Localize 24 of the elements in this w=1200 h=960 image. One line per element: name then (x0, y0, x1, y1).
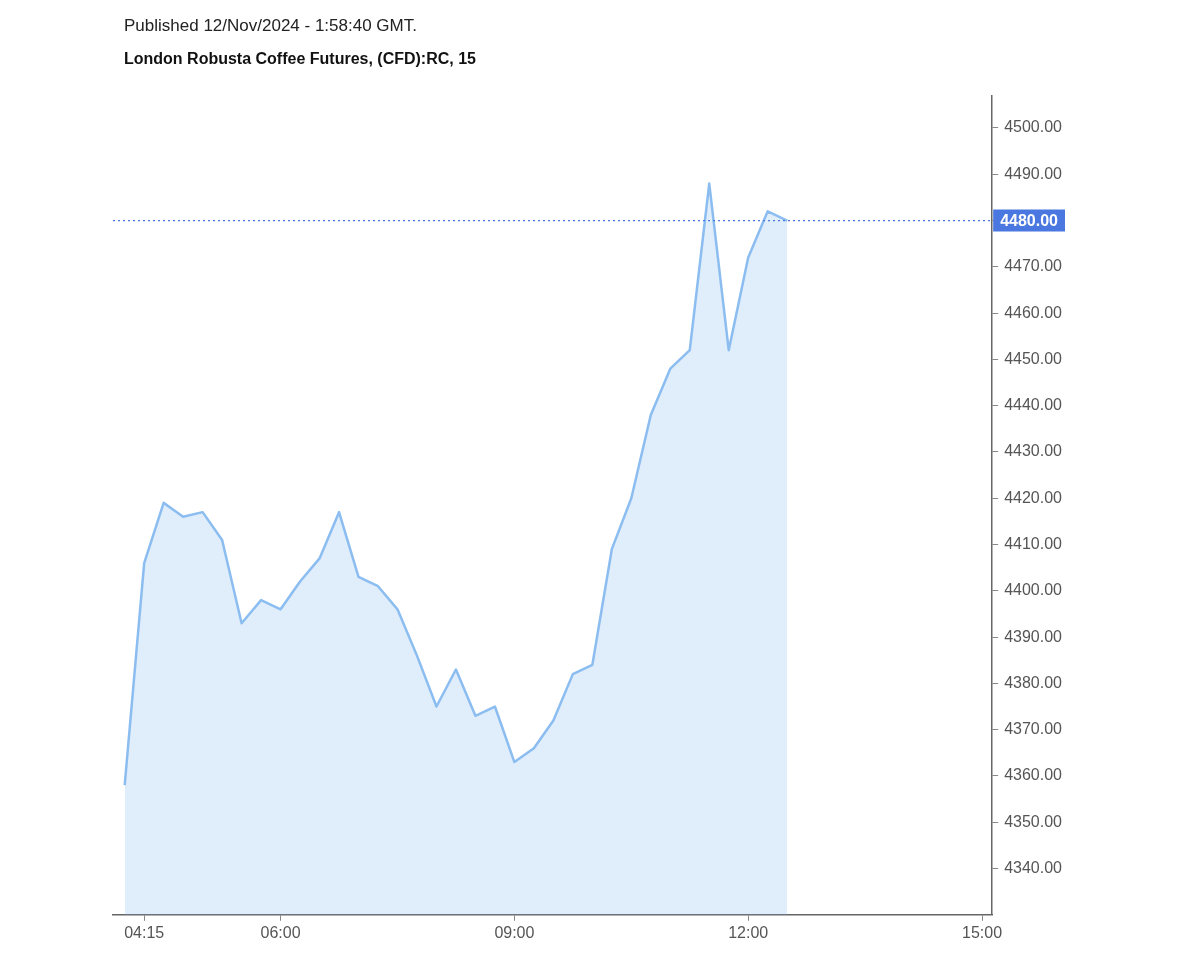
y-tick-label: 4420.00 (1004, 488, 1063, 506)
y-tick-label: 4340.00 (1004, 858, 1063, 876)
y-tick-label: 4410.00 (1004, 534, 1063, 552)
y-tick-label: 4380.00 (1004, 673, 1063, 691)
y-tick-label: 4360.00 (1004, 766, 1063, 784)
y-tick-label: 4460.00 (1004, 303, 1063, 321)
y-tick-label: 4350.00 (1004, 812, 1063, 830)
x-tick-label: 12:00 (728, 923, 769, 941)
chart-title: London Robusta Coffee Futures, (CFD):RC, 15 (124, 50, 476, 68)
ref-line-label: 4480.00 (1000, 211, 1059, 229)
x-tick-label: 04:15 (124, 923, 165, 941)
text: Published 12/Nov/2024 - 1:58:40 GMT. (124, 16, 417, 36)
y-tick-label: 4430.00 (1004, 442, 1063, 460)
x-tick-label: 06:00 (260, 923, 301, 941)
y-tick-label: 4440.00 (1004, 396, 1063, 414)
x-tick-label: 15:00 (962, 923, 1003, 941)
y-tick-label: 4370.00 (1004, 720, 1063, 738)
y-tick-label: 4400.00 (1004, 581, 1063, 599)
y-tick-label: 4390.00 (1004, 627, 1063, 645)
x-tick-label: 09:00 (494, 923, 535, 941)
y-tick-label: 4490.00 (1004, 164, 1063, 182)
y-tick-label: 4500.00 (1004, 118, 1063, 136)
y-tick-label: 4450.00 (1004, 349, 1063, 367)
y-tick-label: 4470.00 (1004, 257, 1063, 275)
